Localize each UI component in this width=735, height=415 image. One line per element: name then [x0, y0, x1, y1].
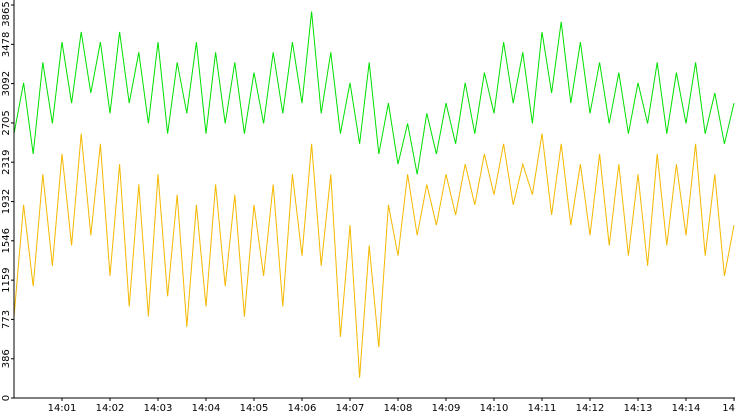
x-tick-label: 14:04: [192, 403, 221, 414]
y-tick-label: 773: [1, 310, 12, 329]
x-tick-label: 14:14: [672, 403, 701, 414]
x-tick-label: 14:08: [384, 403, 413, 414]
y-tick-label: 386: [1, 349, 12, 368]
x-tick-label: 14:03: [144, 403, 173, 414]
x-tick-label: 14:09: [432, 403, 461, 414]
x-tick-label: 14: [722, 403, 735, 414]
x-tick-label: 14:06: [288, 403, 317, 414]
y-tick-label: 3092: [1, 71, 12, 96]
y-tick-label: 2319: [1, 149, 12, 174]
series-line: [13, 11, 735, 175]
y-tick-label: 1546: [1, 228, 12, 253]
y-tick-label: 3865: [1, 1, 12, 26]
y-tick-label: 1932: [1, 189, 12, 214]
x-tick-label: 14:05: [240, 403, 269, 414]
x-tick-label: 14:07: [336, 403, 365, 414]
y-tick-label: 0: [1, 395, 12, 401]
y-tick-label: 3478: [1, 32, 12, 57]
y-tick-label: 1159: [1, 267, 12, 292]
x-tick-label: 14:01: [48, 403, 77, 414]
x-tick-label: 14:13: [624, 403, 653, 414]
series-line: [13, 133, 735, 378]
y-tick-label: 2705: [1, 110, 12, 135]
x-tick-label: 14:11: [528, 403, 557, 414]
x-tick-label: 14:10: [480, 403, 509, 414]
x-tick-label: 14:12: [576, 403, 605, 414]
x-tick-label: 14:02: [96, 403, 125, 414]
